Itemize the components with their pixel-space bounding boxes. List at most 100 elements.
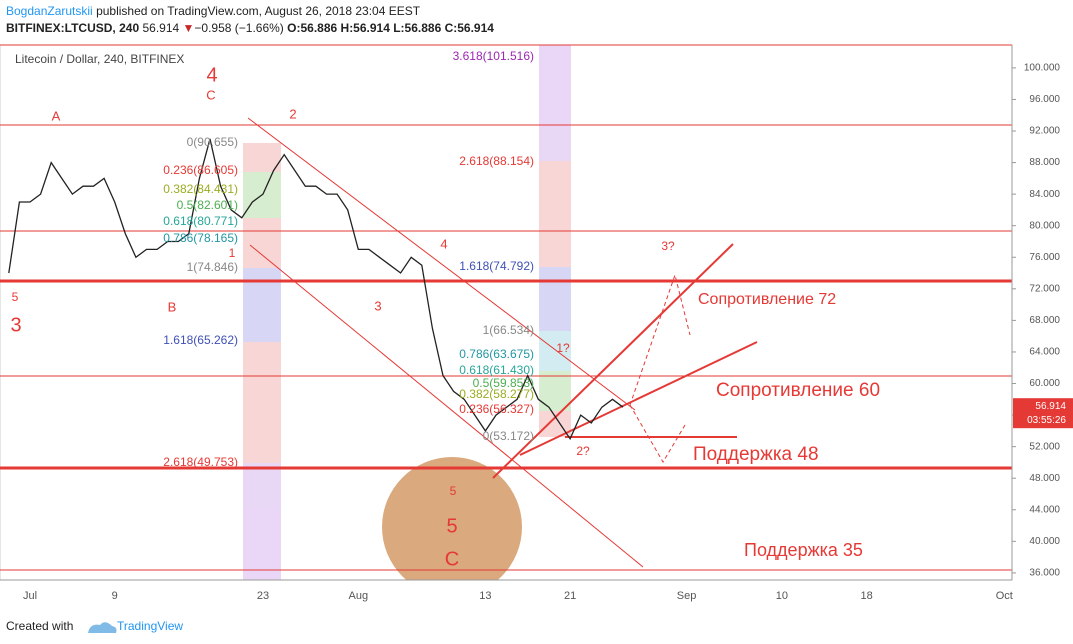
- annotation: 1?: [556, 341, 570, 355]
- change: −0.958 (−1.66%): [194, 21, 284, 35]
- published: published on TradingView.com, August 26,…: [96, 4, 421, 18]
- y-tick-label: 64.000: [1029, 347, 1060, 358]
- y-tick-label: 48.000: [1029, 473, 1060, 484]
- trend-line: [247, 117, 636, 411]
- header-line1: BogdanZarutskii published on TradingView…: [6, 3, 494, 20]
- annotation: 2: [289, 106, 296, 121]
- zone: [243, 463, 281, 580]
- logo: [88, 622, 117, 633]
- footer-brand[interactable]: TradingView: [117, 619, 183, 633]
- ohlc: O:56.886 H:56.914 L:56.886 C:56.914: [287, 21, 494, 35]
- mask: [370, 580, 540, 610]
- x-tick-label: 10: [776, 590, 788, 602]
- y-tick-label: 100.000: [1024, 63, 1061, 74]
- x-tick-label: 13: [479, 590, 491, 602]
- annotation: 0.5(82.601): [177, 198, 238, 212]
- y-tick-label: 76.000: [1029, 252, 1060, 263]
- annotation: 0.5(59.853): [473, 376, 534, 390]
- annotation: Сопротивление 72: [698, 291, 836, 308]
- projection: [629, 273, 691, 406]
- x-tick-label: 9: [112, 590, 118, 602]
- x-tick-label: Oct: [996, 590, 1013, 602]
- annotation: 1.618(65.262): [163, 333, 238, 347]
- x-tick-label: 18: [860, 590, 872, 602]
- annotation: 0(90.655): [187, 135, 238, 149]
- trend-line: [519, 341, 758, 456]
- annotation: 5: [12, 290, 19, 304]
- annotation: 0.786(63.675): [459, 347, 534, 361]
- annotation: 3: [10, 314, 21, 336]
- zone: [539, 371, 571, 411]
- trend-line: [492, 243, 734, 479]
- trend-line: [249, 244, 644, 568]
- last: 56.914: [142, 21, 180, 35]
- y-tick-label: 68.000: [1029, 315, 1060, 326]
- x-tick-label: 21: [564, 590, 576, 602]
- annotation: 0(53.172): [483, 429, 534, 443]
- zone: [243, 342, 281, 463]
- zone: [539, 331, 571, 371]
- annotation: 3.618(101.516): [453, 49, 534, 63]
- annotation: B: [168, 299, 177, 314]
- annotation: C: [206, 87, 215, 102]
- projection: [629, 404, 686, 463]
- y-tick-label: 44.000: [1029, 504, 1060, 515]
- annotation: 0.786(78.165): [163, 231, 238, 245]
- annotation: 2.618(88.154): [459, 154, 534, 168]
- drawings: [0, 44, 1012, 571]
- x-tick-label: 23: [257, 590, 269, 602]
- annotation: 5: [446, 515, 457, 537]
- annotation: 0.618(80.771): [163, 214, 238, 228]
- annotation: 3: [374, 298, 381, 313]
- price-line: [8, 138, 624, 441]
- arrow: ▼: [182, 21, 195, 35]
- zone: [539, 45, 571, 161]
- annotation: 1: [229, 246, 236, 260]
- annotation: 5: [450, 484, 457, 498]
- annotation: 1(74.846): [187, 260, 238, 274]
- y-tick-label: 72.000: [1029, 283, 1060, 294]
- x-tick-label: Jul: [23, 590, 37, 602]
- annotation: Сопротивление 60: [716, 380, 880, 401]
- symbol: BITFINEX:LTCUSD, 240: [6, 21, 140, 35]
- annotation: 4: [206, 64, 217, 86]
- y-tick-label: 96.000: [1029, 94, 1060, 105]
- annotation: 3?: [661, 239, 675, 253]
- y-tick-label: 36.000: [1029, 568, 1060, 579]
- target-circle: [382, 457, 522, 597]
- chart-title: Litecoin / Dollar, 240, BITFINEX: [15, 52, 184, 66]
- author[interactable]: BogdanZarutskii: [6, 4, 93, 18]
- annotation: 2.618(49.753): [163, 455, 238, 469]
- annotation: Поддержка 35: [744, 540, 863, 560]
- x-tick-label: Sep: [677, 590, 697, 602]
- annotation: C: [445, 548, 459, 570]
- annotation: 1(66.534): [483, 323, 534, 337]
- annotation: 0.618(61.430): [459, 363, 534, 377]
- annotation: 1.618(74.792): [459, 259, 534, 273]
- y-tick-label: 40.000: [1029, 536, 1060, 547]
- y-tick-label: 52.000: [1029, 441, 1060, 452]
- annotation: 4: [440, 236, 447, 251]
- y-tick-label: 60.000: [1029, 378, 1060, 389]
- annotation: Поддержка 48: [693, 444, 819, 465]
- footer-created: Created with: [6, 619, 73, 633]
- countdown: 03:55:26: [1027, 415, 1066, 426]
- zone: [539, 161, 571, 267]
- y-tick-label: 84.000: [1029, 189, 1060, 200]
- annotation: 2?: [576, 444, 590, 458]
- annotation: 0.382(84.431): [163, 182, 238, 196]
- zone: [243, 268, 281, 342]
- y-tick-label: 92.000: [1029, 126, 1060, 137]
- annotation: 0.236(86.605): [163, 163, 238, 177]
- y-tick-label: 80.000: [1029, 220, 1060, 231]
- header: BogdanZarutskii published on TradingView…: [6, 3, 494, 37]
- y-tick-label: 88.000: [1029, 157, 1060, 168]
- header-line2: BITFINEX:LTCUSD, 240 56.914 ▼−0.958 (−1.…: [6, 20, 494, 37]
- annotation: A: [52, 108, 61, 123]
- zone: [539, 267, 571, 331]
- price-tag: [1013, 398, 1073, 429]
- annotation: 0.382(58.277): [459, 387, 534, 401]
- price-tag-label: 56.914: [1035, 401, 1066, 412]
